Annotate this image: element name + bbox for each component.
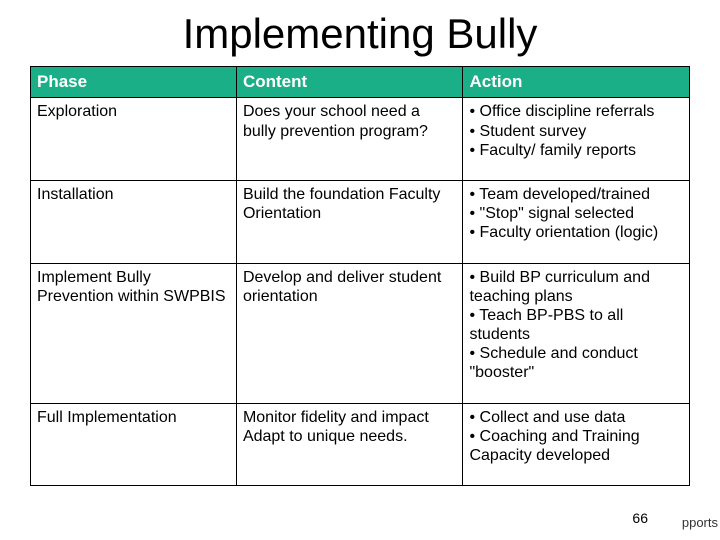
col-header-phase: Phase <box>31 67 237 98</box>
slide-title: Implementing Bully <box>0 10 720 58</box>
cell-action: • Collect and use data• Coaching and Tra… <box>463 403 690 486</box>
cell-action: • Office discipline referrals• Student s… <box>463 98 690 181</box>
cell-phase: Exploration <box>31 98 237 181</box>
table-row: Installation Build the foundation Facult… <box>31 180 690 263</box>
cell-phase: Implement Bully Prevention within SWPBIS <box>31 263 237 403</box>
cell-content: Build the foundation Faculty Orientation <box>236 180 463 263</box>
cell-action: • Build BP curriculum and teaching plans… <box>463 263 690 403</box>
table-row: Exploration Does your school need a bull… <box>31 98 690 181</box>
phases-table: Phase Content Action Exploration Does yo… <box>30 66 690 486</box>
page-number: 66 <box>632 510 648 526</box>
cell-content: Monitor fidelity and impactAdapt to uniq… <box>236 403 463 486</box>
table-header-row: Phase Content Action <box>31 67 690 98</box>
col-header-content: Content <box>236 67 463 98</box>
table-row: Full Implementation Monitor fidelity and… <box>31 403 690 486</box>
cell-content: Develop and deliver student orientation <box>236 263 463 403</box>
cell-phase: Installation <box>31 180 237 263</box>
col-header-action: Action <box>463 67 690 98</box>
cell-action: • Team developed/trained• "Stop" signal … <box>463 180 690 263</box>
slide: Implementing Bully Phase Content Action … <box>0 10 720 540</box>
cell-content: Does your school need a bully prevention… <box>236 98 463 181</box>
footer-fragment: pports <box>682 515 718 530</box>
cell-phase: Full Implementation <box>31 403 237 486</box>
table-row: Implement Bully Prevention within SWPBIS… <box>31 263 690 403</box>
